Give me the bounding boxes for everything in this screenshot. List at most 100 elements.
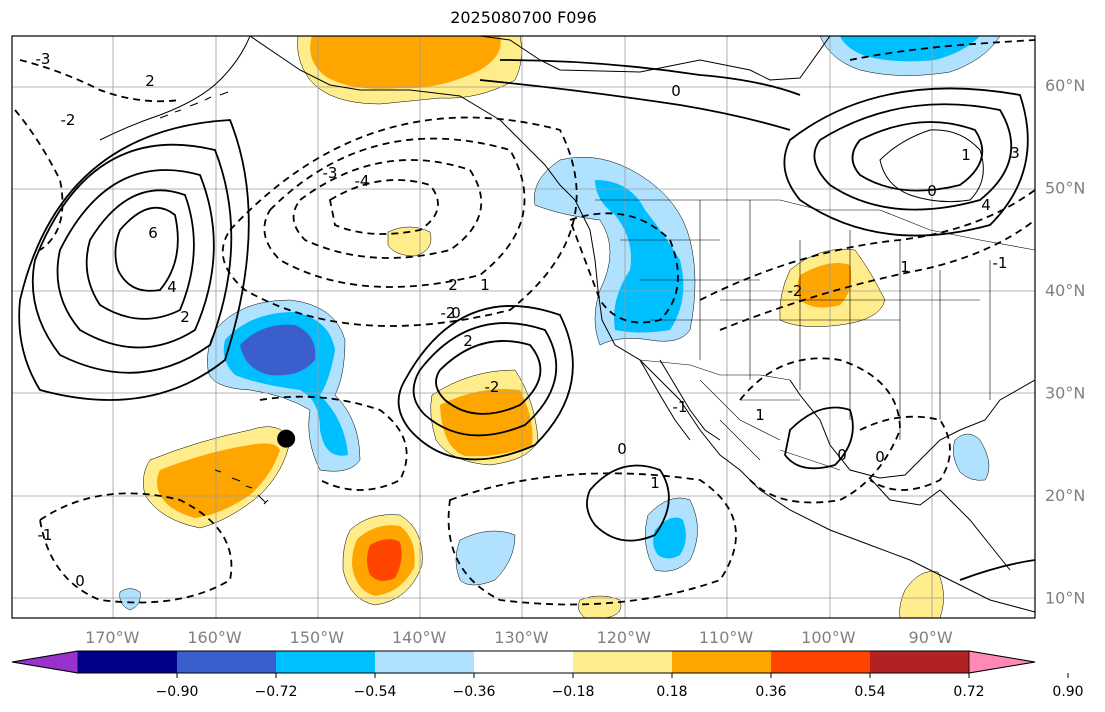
colorbar: −0.90 −0.72 −0.54 −0.36 −0.18 0.18 0.36 0.54 0.7… [11,650,1084,700]
contour-label: 2 [180,308,190,326]
map-frame [11,35,1036,619]
contour-negative [568,212,679,324]
colorbar-extend-high [968,650,1036,674]
contour-positive [813,103,1013,211]
contour-label: -2 [788,282,803,300]
canada-coast [479,36,831,81]
colorbar-cell [870,651,970,673]
colorbar-cell [276,651,376,673]
latitude-labels: 60°N 50°N 40°N 30°N 20°N 10°N [1045,76,1085,607]
contour-label: 0 [837,446,847,464]
contour-label: 0 [451,304,461,322]
colorbar-cell [177,651,277,673]
contour-label: -1 [993,254,1008,272]
contour-negative [719,219,1035,331]
warm-anomaly-north-core [310,36,501,89]
aleutian-islands [159,91,229,119]
lon-label: 160°W [187,628,242,647]
cool-anomaly-west-coast-core [595,180,684,333]
contour-label: 1 [755,406,765,424]
contour-label: -2 [441,304,456,322]
warm-anomaly-hawaii-core [156,443,280,518]
coastlines [99,36,1035,613]
contour-negative [39,492,233,604]
lat-label: 40°N [1045,281,1085,300]
contour-label: -2 [485,378,500,396]
colorbar-outline [11,650,1036,674]
lat-label: 10°N [1045,589,1085,608]
contour-label: 2 [448,276,458,294]
contour-positive [959,559,1035,581]
colorbar-label: −0.72 [255,684,298,700]
us-canada-border [595,199,1035,251]
contour-label: 0 [617,440,627,458]
colorbar-cell [375,651,475,673]
contour-label: 2 [463,332,473,350]
contour-label: 0 [671,82,681,100]
alaska-coast [99,36,576,201]
contour-positive [18,119,250,401]
contour-negative [328,179,439,235]
colorbar-label: 0.18 [656,684,687,700]
contour-label: 1 [480,276,490,294]
contour-label: -4 [355,172,370,190]
contour-positive [31,143,233,374]
contour-label: 0 [927,182,937,200]
longitude-labels: 170°W 160°W 150°W 140°W 130°W 120°W 110°W 100°W… [85,628,953,647]
graticule [12,36,1035,618]
contour-label: 4 [167,278,177,296]
contour-negative [221,116,578,327]
contour-negative [263,137,526,288]
warm-anomaly-great-plains-core [797,262,852,308]
contour-positive [114,206,179,292]
contour-positive [784,406,854,470]
lon-label: 150°W [290,628,345,647]
contour-label: 1 [650,474,660,492]
colorbar-label: 0.54 [854,684,885,700]
mexico-states [699,379,841,471]
contour-positive [412,322,558,437]
colorbar-label: −0.36 [453,684,496,700]
cool-anomaly-south [455,530,516,586]
contour-label: 2 [145,72,155,90]
map-background [12,36,1035,618]
lon-label: 130°W [494,628,549,647]
contour-negative [19,59,181,103]
contour-label: 2 [593,0,603,12]
contour-label: 6 [148,224,158,242]
contour-positive [851,121,984,192]
contour-negative [699,189,1035,301]
colorbar-label: −0.18 [552,684,595,700]
contour-positive [397,305,574,461]
colorbar-extend-low [11,650,79,674]
contour-positive [435,340,542,415]
colorbar-label: 0.36 [755,684,786,700]
us-mexico-border [639,359,791,381]
colorbar-label: −0.54 [354,684,397,700]
contour-negative [292,159,483,259]
map-title: 2025080700 F096 [450,8,597,27]
baja-peninsula [639,359,721,441]
contour-label: 1 [961,146,971,164]
contour-negative [849,39,1035,61]
gulf-coast [789,379,1035,479]
colorbar-cell [78,651,178,673]
colorbar-cell [573,651,673,673]
contour-positive [586,464,670,542]
contour-label: 0 [875,448,885,466]
shading-layer [119,36,1001,618]
lat-label: 60°N [1045,76,1085,95]
contour-label: -1 [673,398,688,416]
cool-anomaly-gulf [953,433,990,481]
lon-label: 170°W [85,628,140,647]
contour-lines-negative [14,39,1035,606]
warm-anomaly-ridge-core [440,389,533,457]
contour-positive [479,79,791,131]
lat-label: 50°N [1045,179,1085,198]
cool-anomaly-subtropical-core [240,324,316,376]
contour-label: 3 [1010,144,1020,162]
contour-lines [18,59,1035,581]
